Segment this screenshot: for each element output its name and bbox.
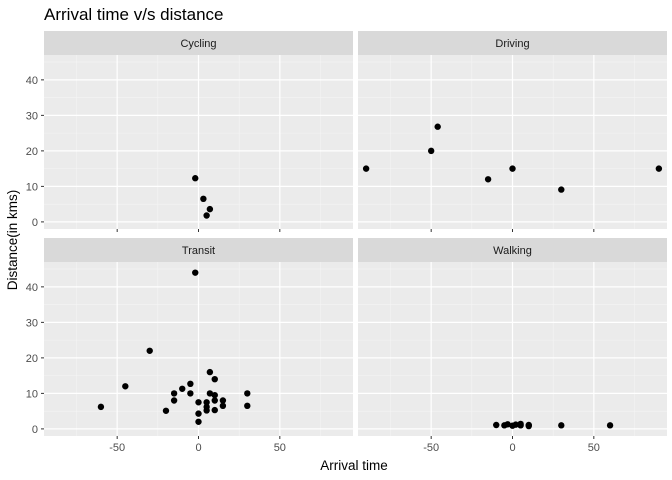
facet-cycling: Cycling 0 10 20 30 40 (26, 31, 353, 232)
y-tick-label: 0 (32, 217, 38, 229)
y-tick-label: 10 (26, 388, 38, 400)
facet-driving: Driving (358, 31, 667, 232)
y-tick-label: 20 (26, 146, 38, 158)
data-point (206, 368, 214, 376)
data-point (206, 390, 214, 397)
data-point (244, 390, 251, 397)
facet-strip (358, 238, 667, 262)
data-point (203, 212, 210, 219)
data-point (195, 418, 202, 425)
y-axis-title: Distance(in kms) (5, 190, 20, 291)
y-tick-label: 30 (26, 317, 38, 329)
facet-strip-label: Walking (493, 245, 532, 257)
facet-strip (44, 238, 353, 262)
data-point (362, 165, 370, 172)
data-point (558, 422, 565, 429)
facet-strip (358, 31, 667, 55)
data-point (195, 410, 202, 417)
data-point (192, 175, 199, 182)
x-tick-label: -50 (109, 442, 125, 454)
data-point (512, 421, 519, 428)
data-point (427, 147, 435, 155)
data-point (504, 421, 511, 428)
x-axis-title: Arrival time (320, 458, 388, 473)
y-tick-label: 40 (26, 75, 38, 87)
data-point (517, 420, 524, 428)
x-tick-label: 50 (588, 442, 600, 454)
data-point (179, 385, 186, 392)
data-point (170, 390, 178, 397)
y-tick-label: 40 (26, 282, 38, 294)
chart-title: Arrival time v/s distance (44, 5, 224, 24)
y-tick-label: 30 (26, 110, 38, 122)
data-point (219, 397, 227, 404)
data-point (97, 403, 105, 411)
y-tick-label: 0 (32, 424, 38, 436)
data-point (206, 205, 214, 213)
facet-panels: Cycling 0 10 20 30 40 Driving Transit 0 10 20 30 40 -… (26, 31, 667, 454)
data-point (192, 269, 199, 276)
data-point (162, 407, 170, 414)
data-point (211, 391, 218, 399)
data-point (434, 123, 441, 130)
data-point (211, 397, 218, 404)
facet-transit: Transit 0 10 20 30 40 -50 0 50 (26, 238, 353, 454)
data-point (211, 375, 218, 383)
y-tick-label: 20 (26, 353, 38, 365)
x-tick-label: 0 (509, 442, 515, 454)
data-point (525, 421, 532, 429)
data-point (484, 176, 492, 183)
data-point (606, 422, 614, 429)
data-point (146, 347, 153, 354)
data-point (558, 186, 565, 193)
data-point (187, 380, 194, 387)
data-point (493, 421, 500, 429)
data-point (187, 390, 194, 397)
data-point (170, 397, 178, 404)
facet-walking: Walking -50 0 50 (358, 238, 667, 454)
facet-strip (44, 31, 353, 55)
data-point (244, 402, 251, 410)
x-tick-label: 0 (195, 442, 201, 454)
data-point (211, 406, 218, 414)
data-point (195, 399, 202, 406)
facet-strip-label: Driving (495, 38, 529, 50)
y-tick-label: 10 (26, 181, 38, 193)
facet-strip-label: Transit (182, 245, 215, 257)
data-point (203, 407, 210, 414)
x-tick-label: 50 (274, 442, 286, 454)
facet-strip-label: Cycling (180, 38, 216, 50)
data-point (219, 402, 227, 410)
data-point (655, 165, 663, 172)
data-point (203, 399, 210, 406)
x-tick-label: -50 (423, 442, 439, 454)
data-point (122, 383, 129, 390)
data-point (509, 165, 516, 172)
data-point (200, 195, 207, 203)
